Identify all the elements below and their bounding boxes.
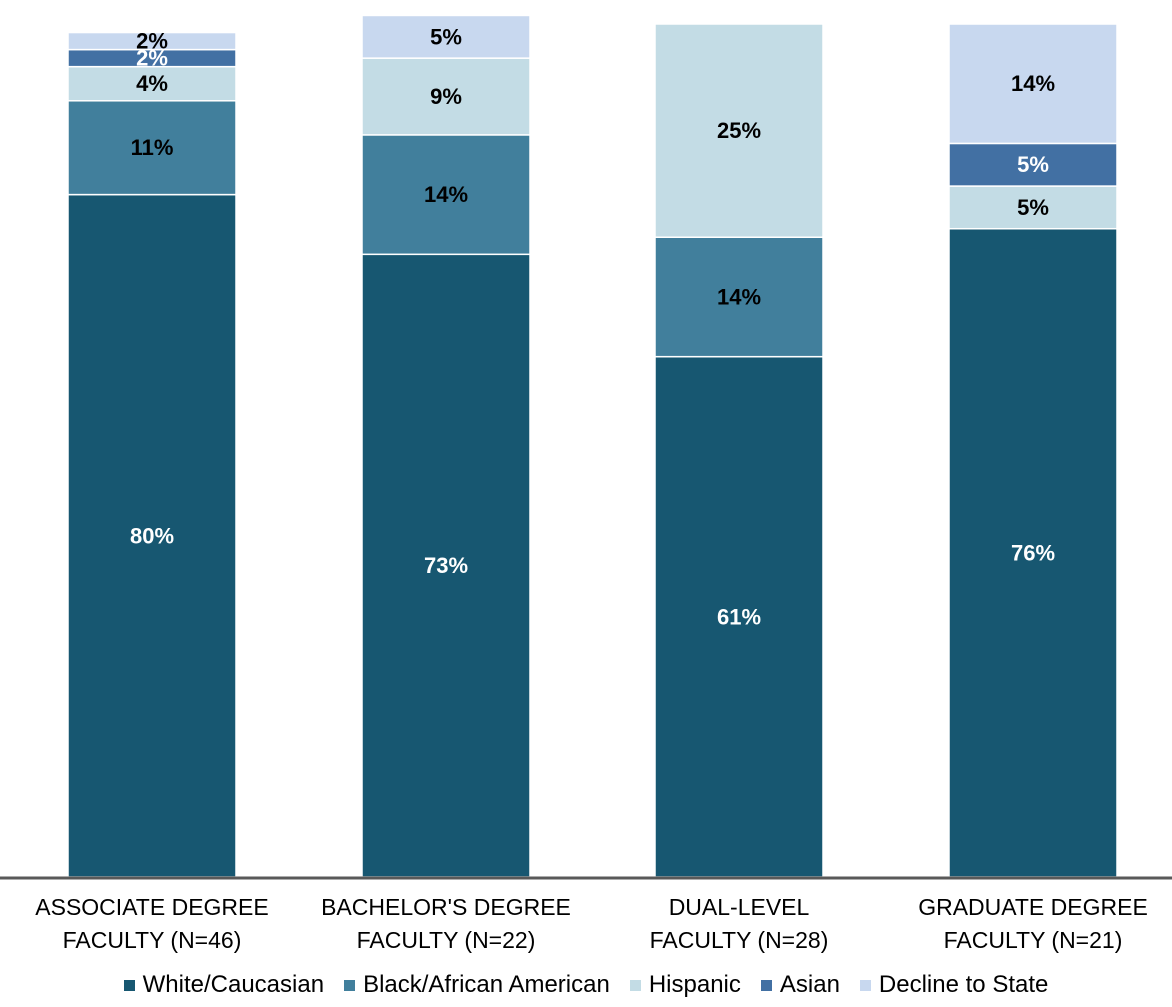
legend-item: Asian [760,971,840,999]
data-label: 25% [717,118,761,143]
bar-segment [361,14,531,59]
legend-item: Decline to State [859,971,1049,999]
bar-segment [654,355,824,878]
data-label: 5% [1017,152,1049,177]
stacked-bar-chart: 80%11%4%2%2%73%14%9%5%61%14%25%76%5%5%14… [0,14,1172,953]
bars-layer [67,14,1118,878]
legend-swatch [629,979,641,991]
category-label: GRADUATE DEGREE [918,894,1148,920]
legend: White/Caucasian Black/African American His… [0,968,1172,1002]
data-label: 11% [131,135,174,160]
data-label: 80% [130,523,174,548]
data-label: 73% [424,553,468,578]
category-label: FACULTY (N=21) [944,927,1123,953]
data-label: 2% [136,46,168,71]
bar-segment [67,100,237,196]
legend-item: Black/African American [344,971,610,999]
legend-swatch [760,979,772,991]
data-label: 5% [430,24,462,49]
legend-swatch [123,979,135,991]
data-label: 14% [717,284,761,309]
bar-segment [948,227,1118,878]
bar-segment [361,57,531,136]
data-label: 76% [1011,540,1055,565]
legend-label: Black/African American [363,971,610,998]
bar-segment [654,236,824,358]
bar-segment [67,193,237,878]
legend-item: White/Caucasian [123,971,325,999]
bar-segment [654,23,824,238]
category-label: FACULTY (N=22) [357,927,536,953]
data-label: 14% [424,182,468,207]
legend-label: Hispanic [648,971,741,998]
bar-segment [361,134,531,256]
category-label: ASSOCIATE DEGREE [35,894,268,920]
segment-labels-layer: 80%11%4%2%2%73%14%9%5%61%14%25%76%5%5%14… [130,24,1055,629]
data-label: 14% [1011,71,1055,96]
bar-segment [67,31,237,51]
legend-item: Hispanic [629,971,741,999]
bar-segment [948,142,1118,187]
category-label: FACULTY (N=46) [63,927,242,953]
legend-label: White/Caucasian [142,971,325,998]
legend-swatch [344,979,356,991]
legend-label: Asian [779,971,840,998]
data-label: 2% [136,29,168,54]
category-labels-layer: ASSOCIATE DEGREE FACULTY (N=46) BACHELOR'S… [35,894,1148,953]
category-label: FACULTY (N=28) [650,927,829,953]
category-label: DUAL-LEVEL [669,894,810,920]
legend-label: Decline to State [878,971,1049,998]
data-label: 4% [136,71,168,96]
data-label: 9% [430,84,462,109]
data-label: 61% [717,604,761,629]
category-label: BACHELOR'S DEGREE [321,894,571,920]
legend-swatch [859,979,871,991]
bar-segment [948,23,1118,145]
data-label: 5% [1017,195,1049,220]
